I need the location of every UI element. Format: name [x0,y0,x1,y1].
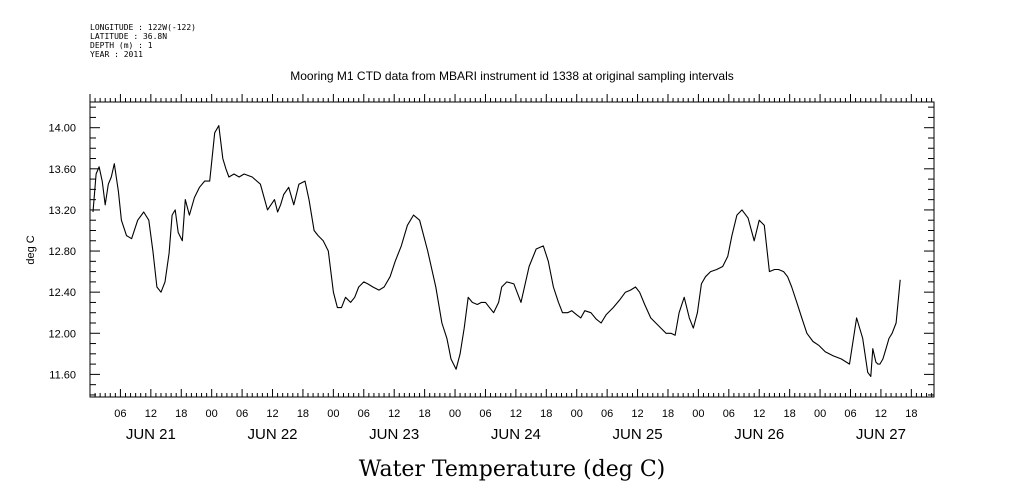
x-hour-label: 00 [449,408,461,420]
x-hour-label: 18 [297,408,309,420]
y-axis-label: deg C [25,235,37,264]
x-hour-label: 12 [510,408,522,420]
x-day-label: JUN 22 [248,426,298,443]
x-hour-label: 00 [571,408,583,420]
x-day-label: JUN 27 [856,426,906,443]
y-tick-label: 13.20 [48,205,76,217]
x-day-label: JUN 23 [369,426,419,443]
x-hour-label: 18 [418,408,430,420]
x-hour-label: 18 [784,408,796,420]
plot-frame [89,101,935,398]
y-tick-label: 12.00 [48,328,76,340]
x-day-label: JUN 26 [734,426,784,443]
x-hour-label: 18 [905,408,917,420]
y-tick-label: 11.60 [49,369,76,381]
chart-title: Mooring M1 CTD data from MBARI instrumen… [290,69,734,83]
x-hour-label: 06 [723,408,735,420]
x-hour-label: 12 [753,408,765,420]
depth-text: DEPTH (m) : 1 [90,41,153,50]
year-text: YEAR : 2011 [90,50,143,59]
x-hour-label: 12 [631,408,643,420]
x-hour-label: 06 [114,408,126,420]
longitude-text: LONGITUDE : 122W(-122) [90,23,196,32]
x-axis: 06 12 18 00 06 12 18 00 06 12 18 00 06 12 18 00 06 12 18 00… [89,94,933,443]
x-hour-label: 06 [358,408,370,420]
x-hour-label: 12 [266,408,278,420]
x-hour-label: 18 [540,408,552,420]
x-axis-title: Water Temperature (deg C) [359,457,666,482]
x-hour-label: 12 [145,408,157,420]
y-tick-label: 14.00 [48,123,76,135]
x-day-label: JUN 25 [613,426,663,443]
x-hour-label: 18 [175,408,187,420]
x-hour-label: 12 [388,408,400,420]
y-axis: 11.60 12.00 12.40 12.80 13.20 13.60 14.00 [48,106,934,396]
x-hour-label: 00 [327,408,339,420]
x-hour-label: 06 [844,408,856,420]
x-hour-label: 06 [479,408,491,420]
x-hour-label: 12 [875,408,887,420]
x-hour-label: 18 [662,408,674,420]
y-tick-label: 13.60 [48,164,76,176]
latitude-text: LATITUDE : 36.8N [90,32,167,41]
y-tick-label: 12.80 [48,246,76,258]
metadata-block: LONGITUDE : 122W(-122) LATITUDE : 36.8N … [90,23,196,59]
x-day-label: JUN 24 [491,426,541,443]
x-hour-label: 06 [601,408,613,420]
x-day-label: JUN 21 [126,426,176,443]
x-hour-label: 00 [814,408,826,420]
x-hour-label: 00 [692,408,704,420]
x-hour-label: 06 [236,408,248,420]
series-layer [92,125,901,377]
series-line-0 [92,125,901,377]
y-tick-label: 12.40 [48,287,76,299]
x-hour-label: 00 [206,408,218,420]
